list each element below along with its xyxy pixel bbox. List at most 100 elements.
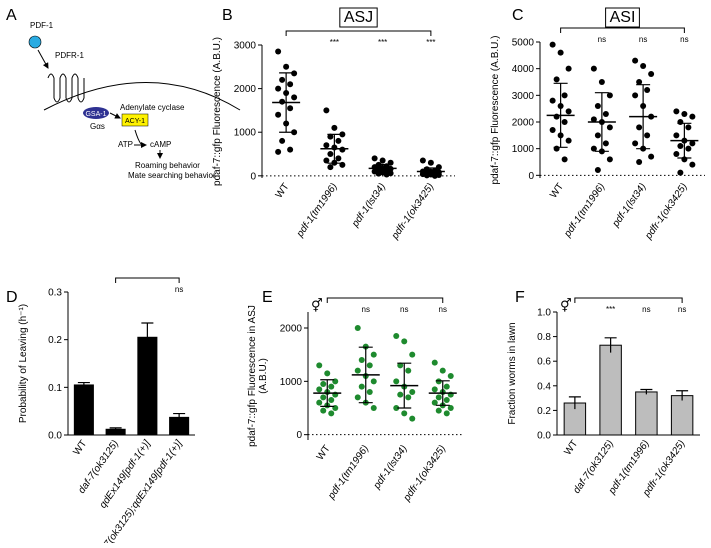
significance-bracket xyxy=(560,27,685,33)
data-point xyxy=(370,405,377,411)
data-point xyxy=(379,157,386,164)
bar xyxy=(670,395,694,436)
data-point xyxy=(401,410,408,417)
data-point xyxy=(602,140,609,147)
data-point xyxy=(565,137,572,144)
data-point xyxy=(648,153,655,160)
data-point xyxy=(275,85,282,92)
sd-bar xyxy=(594,92,609,152)
data-point xyxy=(443,410,450,417)
data-point xyxy=(673,132,680,139)
y-tick-label: 1000 xyxy=(280,377,303,388)
data-point xyxy=(427,159,434,166)
x-tick-label: pdf-1(lst34) xyxy=(371,443,410,492)
data-point xyxy=(590,145,597,152)
diagram: A PDF-1 PDFR-1 GSA-1 Gαs Adenylate cycla… xyxy=(6,7,241,180)
data-point xyxy=(366,362,373,369)
data-point xyxy=(275,48,282,55)
data-point xyxy=(549,127,556,133)
panel-letter: B xyxy=(222,7,233,24)
data-point xyxy=(287,105,294,112)
data-point xyxy=(561,156,568,163)
significance-bracket xyxy=(115,277,180,283)
data-point xyxy=(673,151,680,157)
data-point xyxy=(287,81,294,88)
bar xyxy=(635,391,658,436)
sd-bar xyxy=(320,379,335,407)
y-tick-label: 3000 xyxy=(512,91,535,102)
significance-label: ns xyxy=(175,285,183,294)
data-point xyxy=(644,87,651,93)
data-point xyxy=(405,367,412,374)
significance-label: ns xyxy=(362,305,370,314)
data-point xyxy=(287,146,294,153)
title-box xyxy=(605,7,640,28)
data-point xyxy=(640,63,647,69)
arrow xyxy=(37,49,49,69)
significance-label: *** xyxy=(606,305,615,314)
data-point xyxy=(648,71,655,77)
x-tick-label: pdf-1(tm1996) xyxy=(294,181,340,240)
data-point xyxy=(439,367,446,374)
data-point xyxy=(279,137,286,144)
data-point xyxy=(689,161,696,168)
data-point xyxy=(409,389,416,395)
sd-bar xyxy=(423,167,438,176)
y-tick-label: 0.2 xyxy=(48,335,62,346)
x-tick-label: pdfr-1(ok3425) xyxy=(643,181,690,242)
data-point xyxy=(606,156,613,163)
significance-label: ns xyxy=(400,305,408,314)
data-point xyxy=(371,155,378,162)
enzyme-box xyxy=(121,113,149,127)
data-point xyxy=(291,94,298,101)
y-tick-label: 3000 xyxy=(234,41,257,52)
data-point xyxy=(354,394,361,401)
data-point xyxy=(435,394,442,401)
data-point xyxy=(366,389,373,395)
data-point xyxy=(561,119,568,125)
error-bar xyxy=(141,322,154,352)
data-point xyxy=(327,151,334,158)
data-point xyxy=(339,131,346,138)
data-point xyxy=(316,399,323,406)
data-point xyxy=(393,405,400,411)
data-point xyxy=(331,124,338,131)
x-tick-label: WT xyxy=(71,438,89,457)
data-point xyxy=(677,143,684,149)
data-point xyxy=(370,378,377,385)
data-point xyxy=(291,70,298,77)
sd-bar xyxy=(397,362,412,409)
y-axis-title: Probability of Leaving (h⁻¹) xyxy=(18,304,29,423)
error-bar xyxy=(640,388,653,395)
y-tick-label: 0.1 xyxy=(48,383,62,394)
error-bar xyxy=(568,396,581,410)
x-tick-label: WT xyxy=(562,438,580,457)
data-point xyxy=(644,132,651,139)
data-point xyxy=(689,140,696,147)
significance-label: ns xyxy=(680,35,688,44)
x-tick-label: WT xyxy=(274,181,292,200)
panel-letter: A xyxy=(6,7,17,24)
y-tick-label: 0.0 xyxy=(537,431,551,442)
data-point xyxy=(431,386,438,393)
data-point xyxy=(354,325,361,331)
membrane xyxy=(43,82,241,111)
y-tick-label: 5000 xyxy=(512,38,535,49)
data-point xyxy=(323,107,330,114)
y-tick-label: 4000 xyxy=(512,64,535,75)
y-tick-label: 0.3 xyxy=(48,288,62,299)
data-point xyxy=(606,124,613,131)
receptor-label: PDFR-1 xyxy=(55,51,84,60)
data-point xyxy=(606,92,613,99)
data-point xyxy=(632,140,639,147)
bar xyxy=(73,384,94,436)
g-alpha-label: Gαs xyxy=(90,122,105,131)
sex-symbol: ⚥ xyxy=(311,298,323,313)
data-point xyxy=(636,124,643,131)
g-protein-icon xyxy=(83,107,109,119)
error-bar xyxy=(173,412,186,422)
sd-bar xyxy=(677,122,692,159)
data-point xyxy=(327,164,334,171)
g-protein-label: GSA-1 xyxy=(85,111,106,118)
